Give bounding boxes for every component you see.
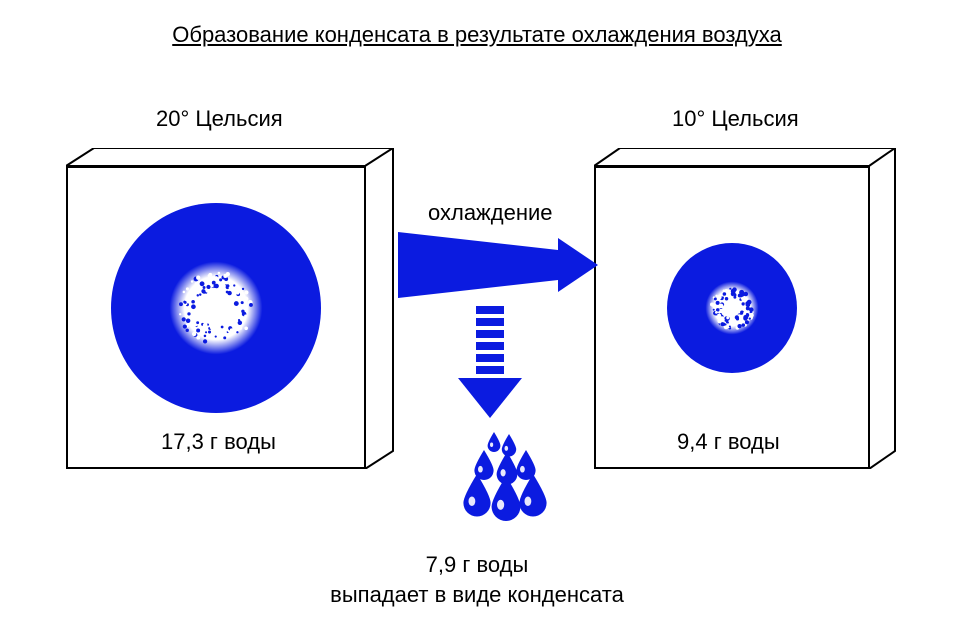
left-water-label: 17,3 г воды [161, 429, 276, 455]
vapor-circle [111, 203, 321, 413]
vapor-circle [667, 243, 797, 373]
cooling-arrow [398, 232, 598, 298]
left-cube [66, 148, 394, 469]
condensate-amount: 7,9 г воды [0, 552, 954, 578]
left-temp-label: 20° Цельсия [156, 106, 283, 132]
condensate-down-arrow [458, 306, 522, 418]
right-cube [594, 148, 896, 469]
diagram-title: Образование конденсата в результате охла… [172, 22, 782, 48]
cooling-arrow-label: охлаждение [428, 200, 553, 226]
condensate-caption: выпадает в виде конденсата [0, 582, 954, 608]
right-temp-label: 10° Цельсия [672, 106, 799, 132]
water-drop [516, 474, 550, 518]
right-water-label: 9,4 г воды [677, 429, 780, 455]
